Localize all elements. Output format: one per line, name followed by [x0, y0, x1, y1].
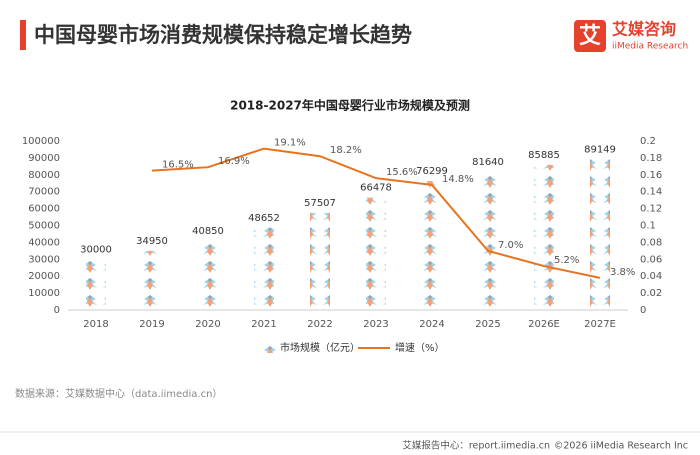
bar — [142, 250, 162, 310]
line-label: 16.9% — [218, 156, 250, 167]
bar — [478, 172, 498, 310]
y2-tick-label: 0.02 — [640, 288, 662, 299]
bar-label: 89149 — [584, 144, 616, 155]
x-tick-label: 2024 — [419, 319, 444, 330]
y-tick-label: 100000 — [22, 136, 60, 147]
y2-tick-label: 0.16 — [640, 170, 662, 181]
logo-char: 艾 — [579, 24, 601, 49]
x-tick-label: 2022 — [307, 319, 332, 330]
line-label: 19.1% — [274, 138, 306, 149]
page-title: 中国母婴市场消费规模保持稳定增长趋势 — [34, 23, 412, 47]
bar — [86, 259, 106, 310]
y-tick-label: 20000 — [28, 271, 60, 282]
x-tick-label: 2027E — [584, 319, 616, 330]
y-tick-label: 10000 — [28, 288, 60, 299]
y-tick-label: 90000 — [28, 153, 60, 164]
legend-swatch — [262, 343, 276, 353]
source: 数据来源：艾媒数据中心（data.iimedia.cn） — [15, 387, 222, 400]
bar-label: 34950 — [136, 236, 168, 247]
bar-label: 85885 — [528, 150, 560, 161]
bar — [254, 227, 274, 310]
y-tick-label: 0 — [54, 305, 60, 316]
x-tick-label: 2026E — [528, 319, 560, 330]
bar-label: 66478 — [360, 183, 392, 194]
bar-label: 48652 — [248, 213, 280, 224]
footer-left: 艾媒报告中心：report.iimedia.cn — [402, 440, 550, 452]
x-tick-label: 2020 — [195, 319, 220, 330]
x-tick-label: 2019 — [139, 319, 164, 330]
bar — [422, 181, 442, 310]
y-tick-label: 80000 — [28, 170, 60, 181]
bar — [366, 197, 386, 310]
chart-title: 2018-2027年中国母婴行业市场规模及预测 — [230, 98, 470, 113]
line-label: 16.5% — [162, 160, 194, 171]
bar-label: 76299 — [416, 166, 448, 177]
y2-tick-label: 0.14 — [640, 187, 662, 198]
y2-tick-label: 0.12 — [640, 204, 662, 215]
y-tick-label: 30000 — [28, 254, 60, 265]
legend-label: 市场规模（亿元） — [280, 341, 360, 354]
line — [151, 147, 601, 279]
footer-right: ©2026 iiMedia Research Inc — [554, 441, 688, 452]
logo-sub: iiMedia Research — [612, 42, 688, 52]
y2-tick-label: 0 — [640, 305, 646, 316]
title-accent — [20, 20, 26, 50]
bar-label: 57507 — [304, 198, 336, 209]
y-tick-label: 50000 — [28, 221, 60, 232]
bar — [310, 212, 330, 310]
y2-tick-label: 0.04 — [640, 271, 662, 282]
legend-label: 增速（%） — [395, 341, 445, 354]
bar — [590, 159, 610, 310]
x-tick-label: 2018 — [83, 319, 108, 330]
y-tick-label: 70000 — [28, 187, 60, 198]
y2-tick-label: 0.2 — [640, 136, 656, 147]
line-label: 15.6% — [386, 167, 418, 178]
logo-name: 艾媒咨询 — [612, 20, 676, 39]
bar-label: 40850 — [192, 226, 224, 237]
y-tick-label: 60000 — [28, 204, 60, 215]
line-label: 5.2% — [554, 255, 579, 266]
y2-tick-label: 0.06 — [640, 254, 662, 265]
y2-tick-label: 0.08 — [640, 237, 662, 248]
y2-tick-label: 0.18 — [640, 153, 662, 164]
line-label: 14.8% — [442, 174, 474, 185]
bar — [534, 164, 554, 310]
bar-label: 30000 — [80, 244, 112, 255]
x-tick-label: 2021 — [251, 319, 276, 330]
bar-label: 81640 — [472, 157, 504, 168]
y2-tick-label: 0.1 — [640, 221, 656, 232]
bar — [198, 240, 218, 310]
x-tick-label: 2025 — [475, 319, 500, 330]
x-tick-label: 2023 — [363, 319, 388, 330]
y-tick-label: 40000 — [28, 237, 60, 248]
line-label: 3.8% — [610, 267, 635, 278]
line-label: 7.0% — [498, 240, 523, 251]
line-label: 18.2% — [330, 145, 362, 156]
logo-box — [574, 20, 606, 52]
